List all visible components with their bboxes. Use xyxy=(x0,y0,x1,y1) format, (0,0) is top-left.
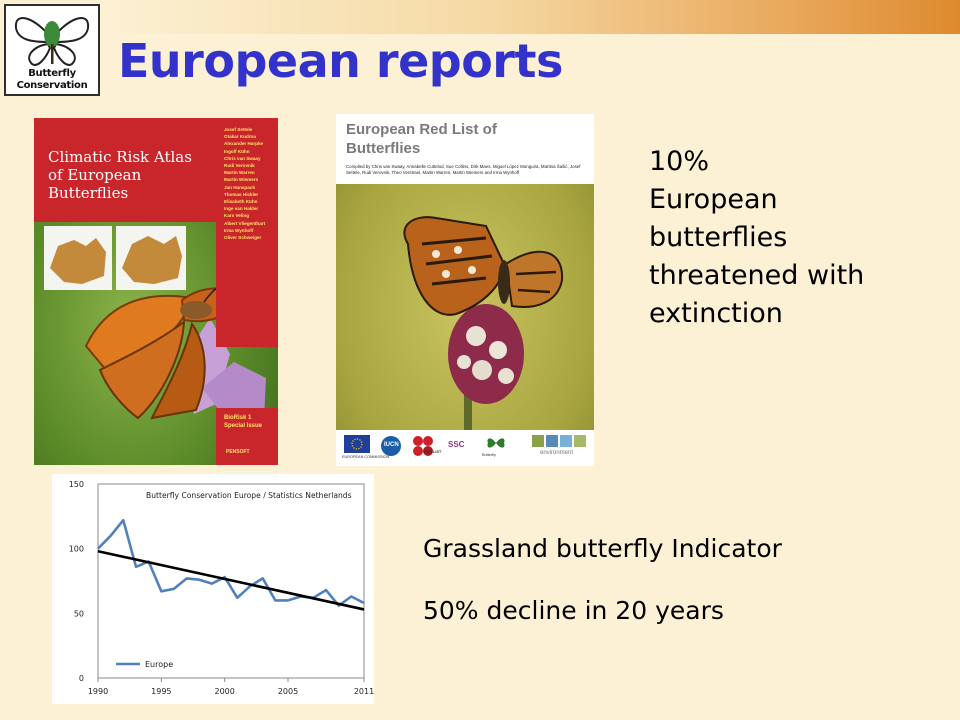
cover-right-credits: Compiled by Chris van Swaay, Annabelle C… xyxy=(346,164,581,175)
eu-flag-icon xyxy=(344,435,370,453)
trend-line xyxy=(97,549,365,611)
chart-title: Butterfly Conservation Europe / Statisti… xyxy=(146,491,352,500)
cover-right-header: European Red List of Butterflies Compile… xyxy=(336,114,594,184)
iucn-logo-icon xyxy=(381,436,401,456)
ssc-caption: SSC xyxy=(448,440,465,449)
author-name: Otakar Kudrna xyxy=(224,134,256,140)
cover-right-title-line2: Butterflies xyxy=(346,140,421,157)
butterfly-conservation-logo: Butterfly Conservation xyxy=(4,4,100,96)
statement-line: butterflies xyxy=(649,222,788,253)
cover-left-series-box: BioRisk 1 Special Issue PENSOFT xyxy=(216,408,278,465)
author-name: Martin Wiemers xyxy=(224,177,259,183)
logo-text-line2: Conservation xyxy=(16,80,88,91)
european-red-list-cover: European Red List of Butterflies Compile… xyxy=(336,114,594,466)
butterfly-icon xyxy=(14,17,90,66)
x-tick-label: 2011 xyxy=(354,687,374,696)
cover-left-title: Climatic Risk Atlas of European Butterfl… xyxy=(48,148,218,202)
cover-right-title-line1: European Red List of xyxy=(346,121,497,138)
climatic-risk-atlas-cover: Climatic Risk Atlas of European Butterfl… xyxy=(34,118,278,465)
cover-right-footer: EUROPEAN COMMISSION IUCN RED LIST SSC Bu… xyxy=(336,430,594,466)
y-tick-label: 100 xyxy=(69,545,84,554)
indicator-stat: 50% decline in 20 years xyxy=(423,596,724,625)
cover-left-series: BioRisk 1 Special Issue xyxy=(224,414,262,430)
author-name: Alexander Harpke xyxy=(224,141,264,147)
x-tick-label: 1990 xyxy=(88,687,108,696)
author-name: Thomas Hickler xyxy=(224,191,259,197)
author-name: Martin Warren xyxy=(224,170,255,176)
publisher-label: PENSOFT xyxy=(226,449,250,455)
author-name: Ingolf Kühn xyxy=(224,148,250,154)
author-name: Kars Veling xyxy=(224,213,250,219)
author-name: Elisabeth Kühn xyxy=(224,199,258,205)
grassland-indicator-chart: Butterfly Conservation Europe / Statisti… xyxy=(52,474,374,704)
statement-line: European xyxy=(649,184,778,215)
header-gradient-band xyxy=(100,0,960,34)
author-name: Josef Settele xyxy=(224,127,253,132)
x-tick-label: 2000 xyxy=(214,687,234,696)
y-tick-label: 150 xyxy=(69,480,84,489)
y-tick-label: 0 xyxy=(79,674,84,683)
series-line1: BioRisk 1 xyxy=(224,415,252,421)
butterfly-caption: Butterfly xyxy=(482,453,496,457)
statement-line: extinction xyxy=(649,298,783,329)
author-name: Albert Vliegenthart xyxy=(224,220,266,226)
x-tick-label: 2005 xyxy=(278,687,298,696)
cover-left-authors: Josef Settele Otakar Kudrna Alexander Ha… xyxy=(216,118,278,347)
statement-line: 10% xyxy=(649,146,710,177)
cover-left-title-line1: Climatic Risk Atlas xyxy=(48,148,192,166)
x-tick-label: 1995 xyxy=(151,687,171,696)
author-name: Rudi Verovnik xyxy=(224,163,255,169)
environment-caption: environment xyxy=(540,450,574,456)
slide-title: European reports xyxy=(118,34,563,88)
red-list-logo-icon xyxy=(413,436,433,456)
series-line2: Special Issue xyxy=(224,423,263,429)
indicator-label: Grassland butterfly Indicator xyxy=(423,534,782,563)
author-name: Jan Hanspach xyxy=(224,184,256,190)
threatened-statement: 10% European butterflies threatened with… xyxy=(649,143,909,333)
author-name: Oliver Schweiger xyxy=(224,235,262,241)
statement-line: threatened with xyxy=(649,260,865,291)
author-name: Inge van Halder xyxy=(224,206,259,212)
cover-right-title: European Red List of Butterflies xyxy=(346,120,497,158)
iucn-caption: IUCN xyxy=(384,442,399,448)
legend-label: Europe xyxy=(145,660,173,669)
eu-commission-caption: EUROPEAN COMMISSION xyxy=(342,455,390,459)
cover-left-title-line2: of European Butterflies xyxy=(48,166,142,202)
chart-svg: Butterfly Conservation Europe / Statisti… xyxy=(69,480,374,696)
red-list-caption: RED LIST xyxy=(424,450,442,454)
y-tick-label: 50 xyxy=(74,609,84,618)
author-name: Irma Wynhoff xyxy=(224,227,254,233)
environment-logo-icon xyxy=(532,435,586,447)
author-name: Chris van Swaay xyxy=(224,155,261,161)
logo-text-line1: Butterfly xyxy=(28,68,76,79)
butterfly-logo-icon xyxy=(487,438,505,448)
series-line-europe xyxy=(97,518,365,607)
